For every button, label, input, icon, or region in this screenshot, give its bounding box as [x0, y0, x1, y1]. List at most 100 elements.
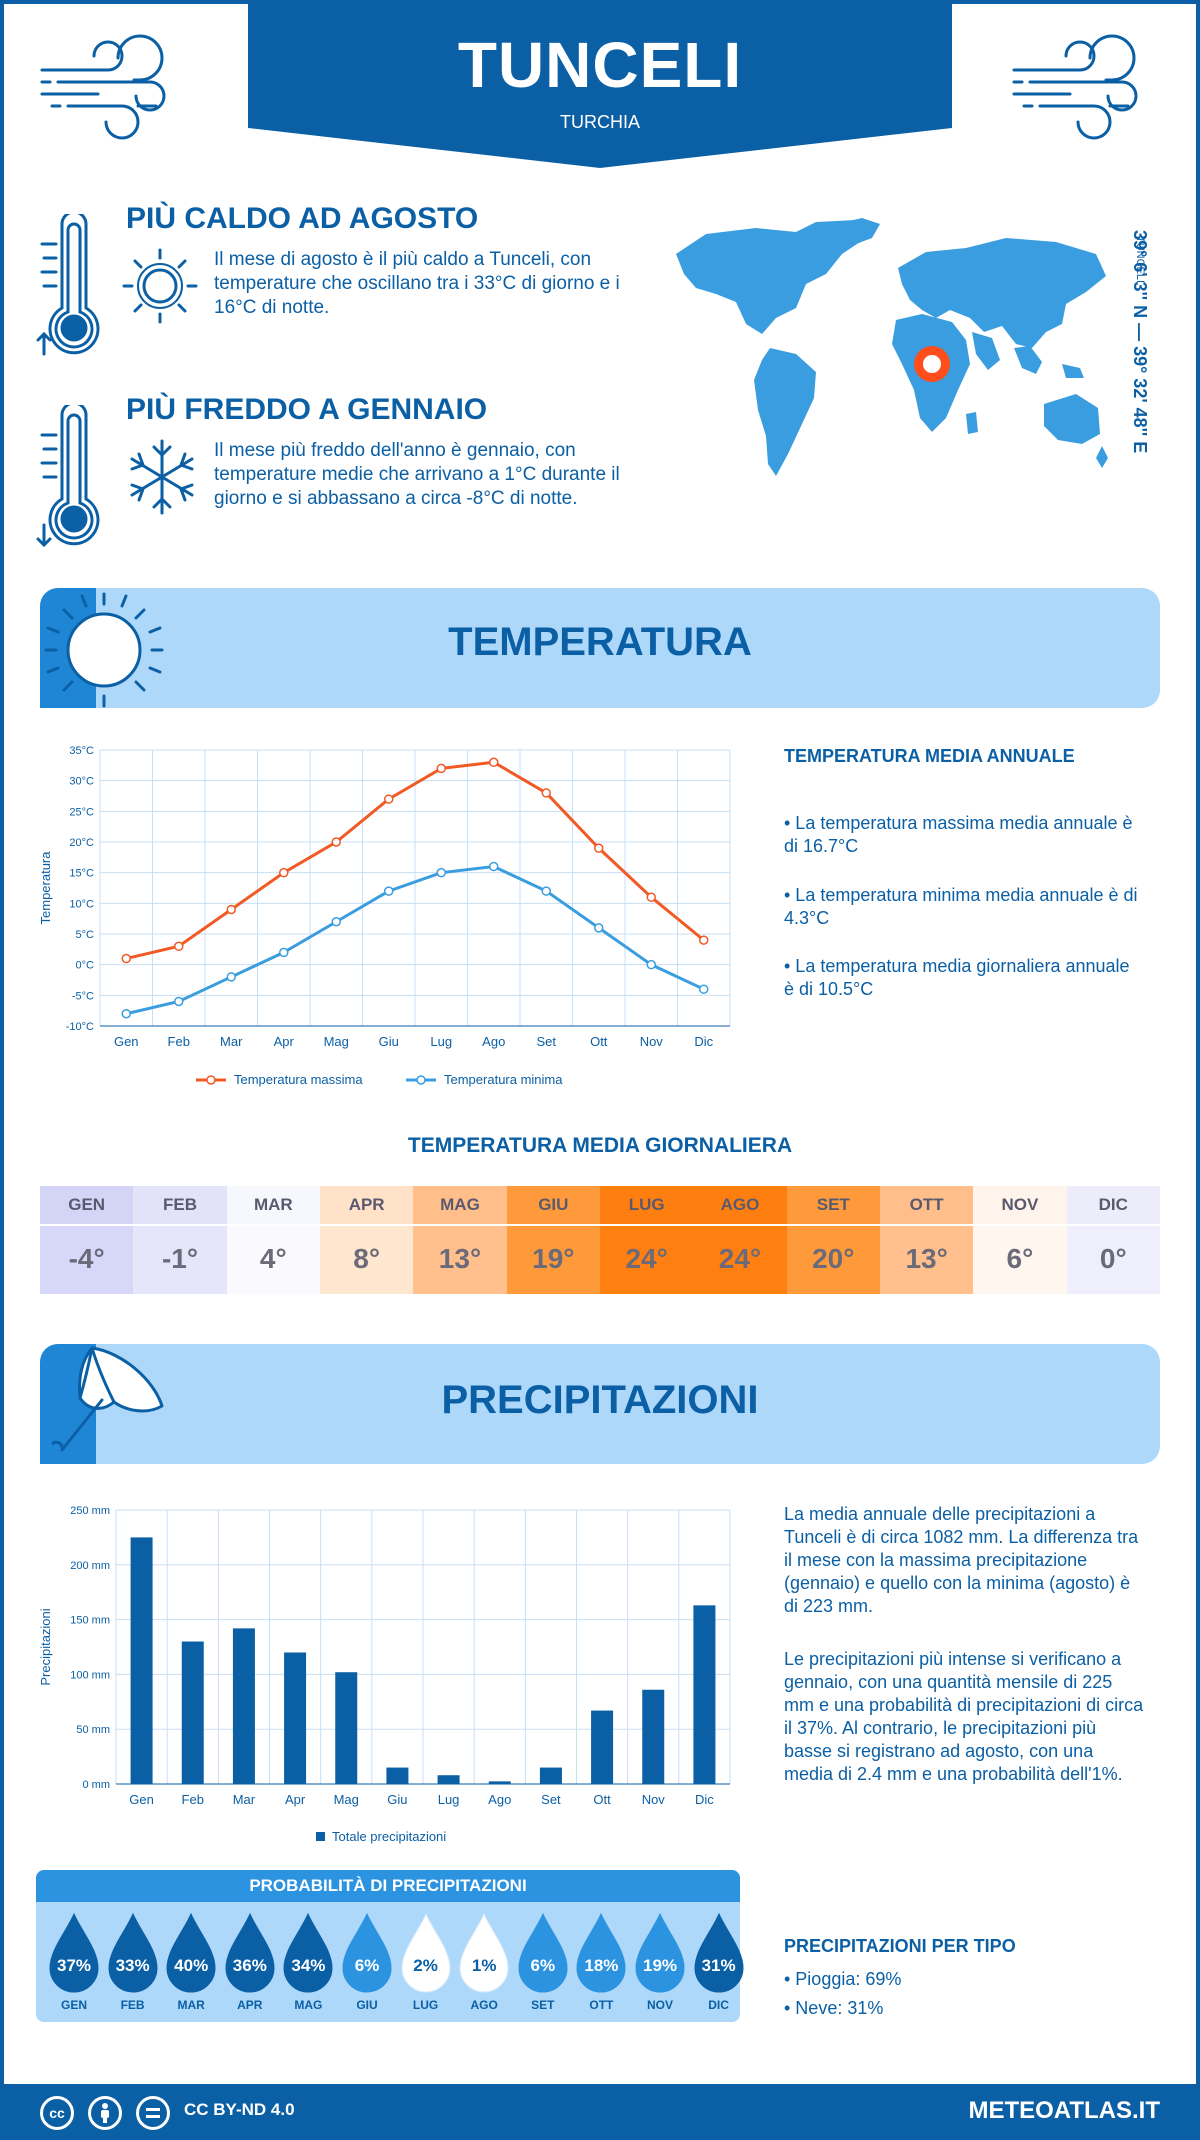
warmest-fact: PIÙ CALDO AD AGOSTO Il mese di agosto è …	[36, 202, 636, 362]
x-tick-label: Lug	[438, 1792, 460, 1807]
x-tick-label: Mag	[334, 1792, 359, 1807]
y-tick-label: 200 mm	[70, 1560, 110, 1572]
sun-icon	[122, 248, 198, 324]
precipitation-banner	[40, 1344, 1160, 1464]
raindrop-shape	[459, 1912, 509, 1993]
cc-icon: cc	[40, 2096, 74, 2130]
data-point	[121, 1008, 131, 1019]
probability-value: 6%	[530, 1956, 556, 1975]
data-point	[489, 757, 499, 768]
legend-label: Totale precipitazioni	[332, 1829, 446, 1844]
bar	[130, 1537, 153, 1784]
probability-drop: 36% APR	[222, 1912, 278, 2012]
raindrop-shape	[108, 1912, 158, 1993]
brand-link[interactable]: METEOATLAS.IT	[968, 2097, 1160, 2124]
x-tick-label: Mar	[233, 1792, 256, 1807]
probability-value: 31%	[701, 1956, 736, 1975]
y-tick-label: 25°C	[69, 806, 94, 818]
data-point	[279, 947, 289, 958]
daily-temperature-value: -1°	[133, 1224, 227, 1294]
raindrop-icon	[518, 1912, 568, 1993]
y-tick-label: 0°C	[76, 960, 95, 972]
probability-value: 1%	[471, 1956, 497, 1975]
wind-icon	[1012, 34, 1138, 140]
daily-temperature-value: 24°	[599, 1224, 694, 1294]
data-point	[331, 837, 341, 847]
x-tick-label: Gen	[129, 1792, 154, 1807]
daily-month-label: OTT	[879, 1186, 974, 1224]
bar	[437, 1775, 460, 1784]
raindrop-icon	[635, 1912, 685, 1993]
raindrop-icon	[166, 1912, 216, 1993]
raindrop-icon	[401, 1912, 451, 1993]
daily-cell: MAG 13°	[413, 1186, 507, 1294]
raindrop-shape	[166, 1912, 216, 1993]
probability-drop: 34% MAG	[280, 1912, 336, 2012]
header-banner	[248, 0, 952, 168]
temperature-banner	[40, 588, 1160, 708]
precipitation-summary-text: La media annuale delle precipitazioni a …	[784, 1504, 1139, 1616]
temperature-chart: 35°C 30°C 25°C 20°C 15°C 10°C 5°C 0°C -5°C -10°C G…	[38, 745, 731, 1087]
data-point	[436, 867, 446, 878]
y-tick-label: 35°C	[69, 745, 94, 757]
y-tick-label: -5°C	[72, 990, 94, 1002]
series-line	[125, 864, 705, 1016]
x-tick-label: Gen	[114, 1034, 139, 1049]
probability-drop: 2% LUG	[398, 1912, 454, 2012]
x-tick-label: Set	[536, 1034, 556, 1049]
daily-cell: FEB -1°	[133, 1186, 227, 1294]
x-tick-label: Lug	[430, 1034, 452, 1049]
snow-share: • Neve: 31%	[784, 1998, 884, 2018]
data-point	[699, 935, 709, 945]
x-tick-label: Set	[541, 1792, 561, 1807]
probability-month: SET	[531, 1998, 555, 2012]
y-axis-label: Temperatura	[38, 851, 53, 925]
data-point	[541, 886, 551, 896]
coldest-text: Il mese più freddo dell'anno è gennaio, …	[214, 440, 620, 509]
x-tick-label: Feb	[168, 1034, 190, 1049]
legend-swatch	[316, 1832, 325, 1841]
cold-thermometer-icon	[36, 405, 100, 548]
precipitation-title: PRECIPITAZIONI	[441, 1378, 759, 1422]
x-tick-label: Ago	[482, 1034, 505, 1049]
annual-max-text: • La temperatura massima media annuale è…	[784, 813, 1133, 856]
hot-thermometer-icon	[36, 214, 100, 356]
precipitation-chart: 250 mm 200 mm 150 mm 100 mm 50 mm 0 mm Gen Feb M…	[38, 1505, 731, 1844]
series-line	[125, 760, 705, 960]
daily-temperature-value: 0°	[1066, 1224, 1160, 1294]
x-tick-label: Apr	[274, 1034, 295, 1049]
raindrop-icon	[283, 1912, 333, 1993]
probability-month: LUG	[412, 1998, 439, 2012]
data-point	[226, 904, 236, 915]
daily-temperature-value: 13°	[413, 1224, 507, 1294]
y-tick-label: 15°C	[69, 868, 94, 880]
data-point	[594, 923, 604, 933]
y-tick-label: -10°C	[66, 1021, 94, 1033]
daily-temperature-value: 24°	[693, 1224, 787, 1294]
legend-marker	[206, 1075, 216, 1085]
daily-month-label: LUG	[599, 1186, 694, 1224]
x-tick-label: Apr	[285, 1792, 306, 1807]
bar	[642, 1689, 665, 1784]
probability-drop: 1% AGO	[456, 1912, 512, 2012]
data-point	[121, 953, 131, 964]
probability-value: 34%	[291, 1956, 326, 1975]
daily-cell: MAR 4°	[226, 1186, 320, 1294]
daily-cell: GEN -4°	[40, 1186, 134, 1294]
probability-value: 37%	[56, 1956, 92, 1975]
daily-temperature-value: 4°	[226, 1224, 320, 1294]
bar	[284, 1652, 307, 1784]
x-tick-label: Nov	[642, 1792, 666, 1807]
x-tick-label: Feb	[182, 1792, 204, 1807]
warmest-title: PIÙ CALDO AD AGOSTO	[126, 202, 479, 235]
world-map	[676, 218, 1108, 476]
probability-month: GIU	[356, 1998, 378, 2012]
probability-drop: 19% NOV	[632, 1912, 688, 2012]
probability-month: NOV	[646, 1998, 673, 2012]
daily-cell: GIU 19°	[506, 1186, 600, 1294]
y-tick-label: 150 mm	[70, 1615, 110, 1627]
x-tick-label: Giu	[387, 1792, 407, 1807]
y-axis-label: Precipitazioni	[38, 1608, 53, 1685]
probability-value: 18%	[584, 1956, 619, 1975]
x-tick-label: Ago	[488, 1792, 511, 1807]
